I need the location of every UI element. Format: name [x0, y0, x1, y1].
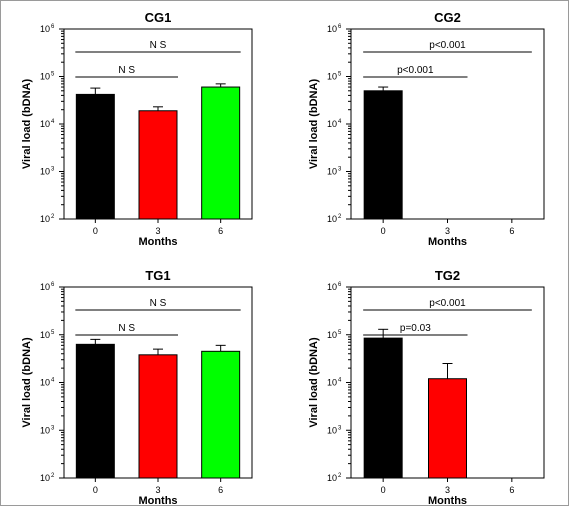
bar-6: [201, 350, 241, 479]
y-tick-label: 10: [40, 473, 50, 483]
significance-label: p<0.001: [397, 65, 434, 76]
x-tick-label-0: 0: [93, 485, 98, 495]
x-tick-label-6: 6: [509, 226, 514, 236]
y-tick-exponent: 4: [51, 119, 55, 125]
y-tick-exponent: 4: [338, 119, 342, 125]
y-tick-label: 10: [327, 282, 337, 292]
y-tick-label: 10: [40, 167, 50, 177]
y-axis-label: Viral load (bDNA): [308, 337, 320, 428]
bar-0: [75, 93, 115, 220]
x-axis-label: Months: [428, 495, 467, 505]
y-tick-label: 10: [327, 330, 337, 340]
y-axis-label: Viral load (bDNA): [308, 79, 320, 170]
y-tick-label: 10: [327, 425, 337, 435]
panel-title: CG2: [434, 10, 461, 25]
significance-label: N S: [150, 40, 167, 51]
y-tick-exponent: 5: [51, 330, 55, 336]
x-tick-label-6: 6: [218, 485, 223, 495]
y-tick-exponent: 5: [338, 330, 342, 336]
error-bar-3: [153, 348, 163, 355]
bar-3: [428, 378, 467, 479]
error-bar-0: [90, 87, 101, 95]
y-tick-label: 10: [40, 72, 50, 82]
y-tick-label: 10: [327, 24, 337, 34]
y-tick-label: 10: [40, 330, 50, 340]
error-bar-6: [215, 83, 226, 88]
significance-label: p<0.001: [429, 298, 466, 309]
x-tick-label-0: 0: [381, 226, 386, 236]
y-tick-exponent: 3: [338, 425, 342, 431]
x-axis-label: Months: [138, 236, 177, 248]
y-tick-label: 10: [40, 282, 50, 292]
y-tick-label: 10: [40, 214, 50, 224]
error-bar-6: [215, 344, 226, 352]
x-tick-label-3: 3: [445, 485, 450, 495]
panel-title: CG1: [145, 10, 172, 25]
y-tick-label: 10: [327, 378, 337, 388]
panel-title: TG2: [435, 268, 460, 283]
y-tick-exponent: 2: [51, 473, 55, 479]
x-axis-label: Months: [428, 236, 467, 248]
y-tick-exponent: 3: [338, 167, 342, 173]
y-axis-label: Viral load (bDNA): [21, 337, 33, 428]
y-tick-exponent: 4: [51, 378, 55, 384]
bar-3: [138, 110, 178, 220]
y-tick-exponent: 3: [51, 167, 55, 173]
panel-title: TG1: [145, 268, 170, 283]
error-bar-0: [378, 86, 389, 91]
y-tick-exponent: 5: [338, 72, 342, 78]
significance-label: p<0.001: [429, 40, 466, 51]
y-tick-label: 10: [40, 24, 50, 34]
bar-3: [138, 354, 178, 479]
y-tick-label: 10: [327, 473, 337, 483]
y-tick-exponent: 2: [338, 214, 342, 220]
x-tick-label-3: 3: [445, 226, 450, 236]
x-tick-label-6: 6: [218, 226, 223, 236]
significance-label: N S: [150, 298, 167, 309]
y-tick-label: 10: [327, 167, 337, 177]
significance-label: N S: [118, 323, 135, 334]
y-tick-exponent: 6: [338, 282, 342, 288]
error-bar-0: [378, 328, 389, 339]
y-tick-label: 10: [327, 119, 337, 129]
x-tick-label-3: 3: [155, 485, 160, 495]
bar-0: [363, 90, 403, 220]
y-tick-exponent: 6: [338, 24, 342, 30]
y-tick-exponent: 2: [51, 214, 55, 220]
y-tick-exponent: 5: [51, 72, 55, 78]
y-axis-label: Viral load (bDNA): [21, 79, 33, 170]
y-tick-exponent: 6: [51, 282, 55, 288]
y-tick-exponent: 6: [51, 24, 55, 30]
y-tick-label: 10: [40, 378, 50, 388]
x-tick-label-0: 0: [381, 485, 386, 495]
x-tick-label-6: 6: [509, 485, 514, 495]
error-bar-3: [153, 106, 163, 111]
significance-label: p=0.03: [400, 323, 431, 334]
bar-0: [75, 343, 115, 479]
y-tick-label: 10: [327, 72, 337, 82]
y-tick-label: 10: [40, 119, 50, 129]
significance-label: N S: [118, 65, 135, 76]
bar-0: [363, 337, 403, 479]
x-tick-label-3: 3: [155, 226, 160, 236]
y-tick-label: 10: [327, 214, 337, 224]
y-tick-exponent: 3: [51, 425, 55, 431]
y-tick-exponent: 4: [338, 378, 342, 384]
x-tick-label-0: 0: [93, 226, 98, 236]
bar-6: [201, 86, 241, 220]
error-bar-0: [90, 338, 101, 345]
y-tick-exponent: 2: [338, 473, 342, 479]
y-tick-label: 10: [40, 425, 50, 435]
x-axis-label: Months: [138, 495, 177, 505]
error-bar-3: [442, 362, 453, 379]
